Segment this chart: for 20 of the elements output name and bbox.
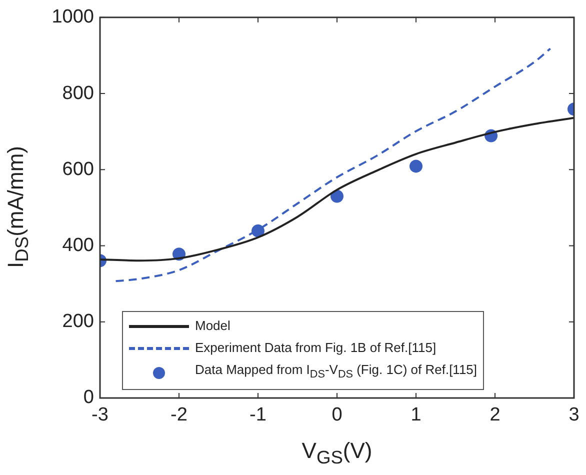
legend-label: Data Mapped from I$_{DS}$-V$_{DS}$ (Fig. 1C) of Ref.[115] [195, 361, 478, 383]
line-series [114, 48, 552, 282]
x-tick-label: 1 [410, 404, 422, 426]
y-tick-label: 600 [62, 158, 94, 180]
legend-label: Experiment Data from Fig. 1B of Ref.[115] [195, 339, 436, 358]
point [410, 160, 422, 173]
x-tick-label: 2 [490, 404, 500, 426]
x-tick-label: 0 [332, 404, 342, 426]
point [330, 190, 344, 203]
y-tick-label: 200 [62, 311, 94, 332]
y-tick-label: 800 [62, 82, 94, 104]
y-tick-label: 1000 [52, 6, 94, 28]
legend-label: Model [195, 317, 230, 336]
y-tick-label: 400 [62, 234, 94, 256]
x-tick-label: -3 [92, 404, 108, 426]
x-axis-title: V$_{GS}$(V) [300, 438, 374, 468]
x-tick-label: -1 [250, 404, 266, 426]
y-tick-label: 0 [83, 387, 94, 408]
x-tick-label: -2 [170, 404, 188, 426]
x-tick-label: 3 [568, 404, 580, 426]
